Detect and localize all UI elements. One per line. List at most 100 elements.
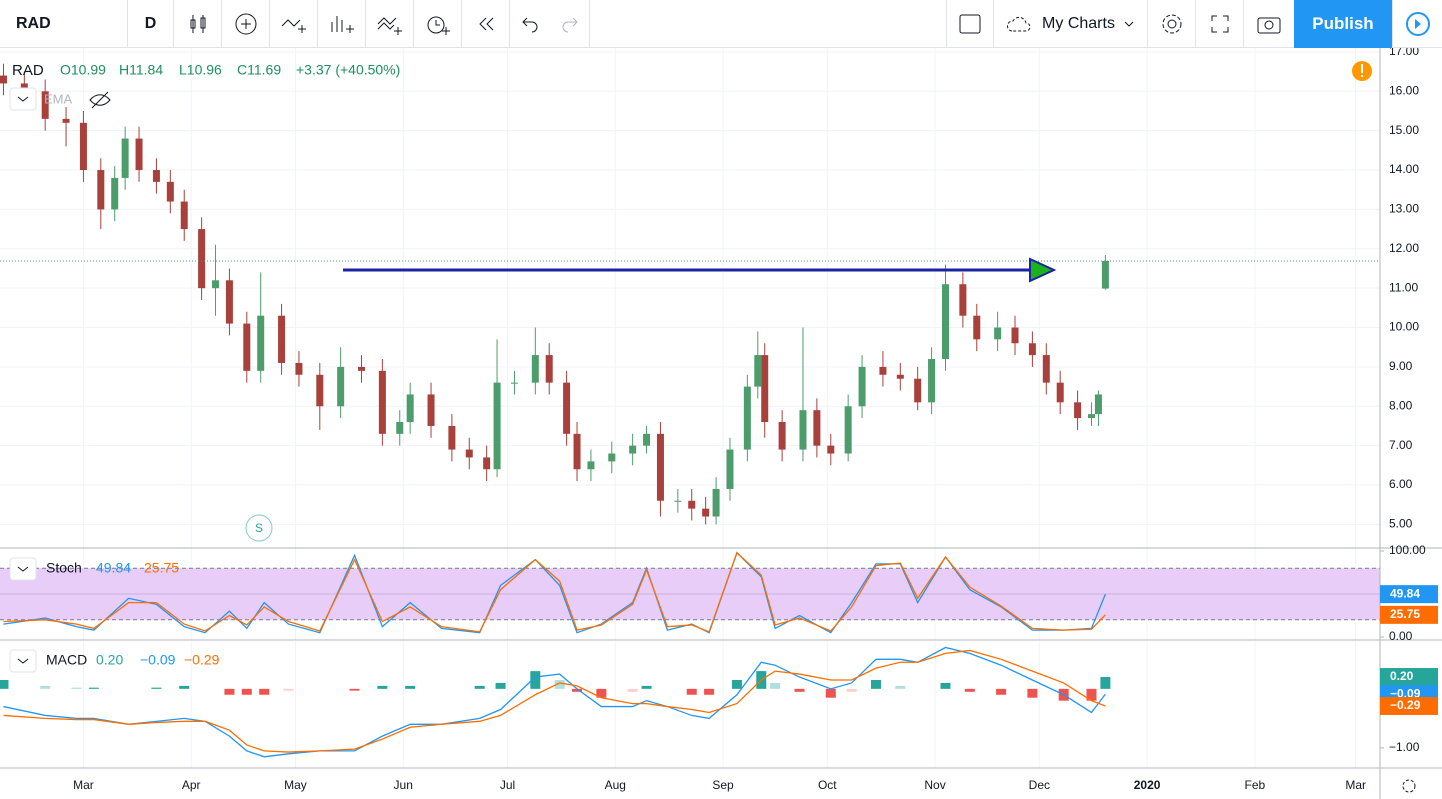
candle-body (1011, 327, 1019, 344)
settings-button[interactable] (1148, 0, 1196, 48)
chart-style-button[interactable] (174, 0, 222, 48)
candle-body (688, 500, 696, 509)
x-tick-label: Apr (182, 778, 201, 792)
candle-body (79, 122, 87, 171)
alert-button[interactable] (414, 0, 462, 48)
candle-body (994, 327, 1002, 340)
legend-value: 0.20 (96, 652, 123, 668)
value-badge-bg (1380, 696, 1438, 715)
indicators-add-button[interactable] (222, 0, 270, 48)
templates-button[interactable] (366, 0, 414, 48)
legend-value: 49.84 (96, 560, 131, 576)
candle-body (858, 366, 866, 407)
candle-body (914, 378, 922, 403)
candle-body (743, 386, 751, 450)
histogram-bar (686, 688, 697, 695)
legend-low: L10.96 (179, 62, 222, 78)
hidden-icon[interactable] (89, 91, 111, 109)
icon (1257, 17, 1281, 33)
x-tick-label: Dec (1029, 778, 1050, 792)
candle-body (1056, 382, 1064, 403)
x-tick-label: 2020 (1134, 778, 1161, 792)
y-tick-label: 16.00 (1389, 83, 1419, 97)
candle-body (316, 374, 324, 407)
histogram-bar (0, 679, 9, 689)
collapse-button[interactable] (9, 649, 37, 673)
y-tick-label: 11.00 (1389, 280, 1418, 294)
histogram-bar (704, 688, 715, 695)
candle-body (844, 406, 852, 454)
histogram-bar (88, 687, 99, 689)
replay-button[interactable] (462, 0, 510, 48)
candle-body (813, 410, 821, 446)
undo-button[interactable] (510, 0, 550, 48)
histogram-bar (495, 682, 506, 689)
candle-body (243, 323, 251, 371)
split-marker-label: S (255, 521, 263, 535)
collapse-button[interactable] (9, 87, 37, 111)
histogram-bar (40, 685, 51, 689)
snapshot-button[interactable] (1244, 0, 1294, 48)
layout-button[interactable] (946, 0, 994, 48)
split-marker (245, 514, 273, 542)
settings-icon[interactable] (1402, 779, 1416, 793)
candle-body (0, 75, 7, 84)
symbol-button[interactable]: RAD (0, 0, 128, 48)
legend-close: C11.69 (237, 62, 281, 78)
y-tick-label: 10.00 (1389, 320, 1419, 334)
indicators-button[interactable] (318, 0, 366, 48)
histogram-bar (825, 688, 836, 698)
legend-value: −0.09 (140, 652, 176, 668)
panel-toggle-button[interactable] (1392, 0, 1442, 48)
candle-body (378, 370, 386, 434)
icon (1211, 15, 1228, 32)
redo-button[interactable] (550, 0, 590, 48)
icon (281, 18, 306, 33)
value-badge: −0.09 (1390, 686, 1421, 700)
fullscreen-button[interactable] (1196, 0, 1244, 48)
histogram-bar (474, 685, 485, 689)
indicator-title: Stoch (46, 560, 82, 576)
icon (959, 14, 981, 33)
candle-body (712, 488, 720, 517)
legend-high: H11.84 (119, 62, 163, 78)
candle-body (573, 433, 581, 470)
value-badge: 0.20 (1390, 669, 1414, 683)
histogram-bar (1086, 688, 1097, 701)
candle-body (1094, 394, 1102, 415)
histogram-bar (870, 679, 881, 689)
legend-symbol: RAD (12, 62, 44, 79)
value-badge: 25.75 (1390, 607, 1420, 621)
chart: Mar Apr May Jun Jul Aug Sep Oct Nov Dec 2020 Feb Mar… (0, 48, 1442, 799)
candle-body (702, 508, 710, 517)
histogram-bar (1027, 688, 1038, 698)
interval-button[interactable]: D (128, 0, 174, 48)
histogram-bar (71, 687, 82, 689)
arrow-head (1029, 257, 1057, 283)
histogram-bar (349, 688, 360, 691)
candle-body (225, 280, 233, 324)
candle-body (761, 355, 769, 423)
x-tick-label: Jul (500, 778, 515, 792)
compare-button[interactable] (270, 0, 318, 48)
y-tick-label: 17.00 (1389, 48, 1419, 58)
candle-body (278, 315, 286, 363)
y-tick-label: 100.00 (1389, 543, 1426, 557)
candle-body (465, 449, 473, 458)
legend-change: +3.37 (+40.50%) (296, 62, 400, 78)
candle-body (396, 422, 404, 434)
histogram-bar (405, 685, 416, 689)
candle-body (545, 355, 553, 383)
candle-body (166, 181, 174, 202)
legend-open: O10.99 (60, 62, 106, 78)
x-tick-label: Nov (924, 778, 945, 792)
publish-button[interactable]: Publish (1294, 0, 1392, 48)
histogram-bar (572, 688, 583, 692)
candle-body (1101, 260, 1109, 289)
icon (1405, 11, 1430, 36)
histogram-bar (731, 679, 742, 689)
collapse-button[interactable] (9, 557, 37, 581)
my-charts-button[interactable]: My Charts (994, 0, 1148, 48)
candle-body (135, 138, 143, 171)
